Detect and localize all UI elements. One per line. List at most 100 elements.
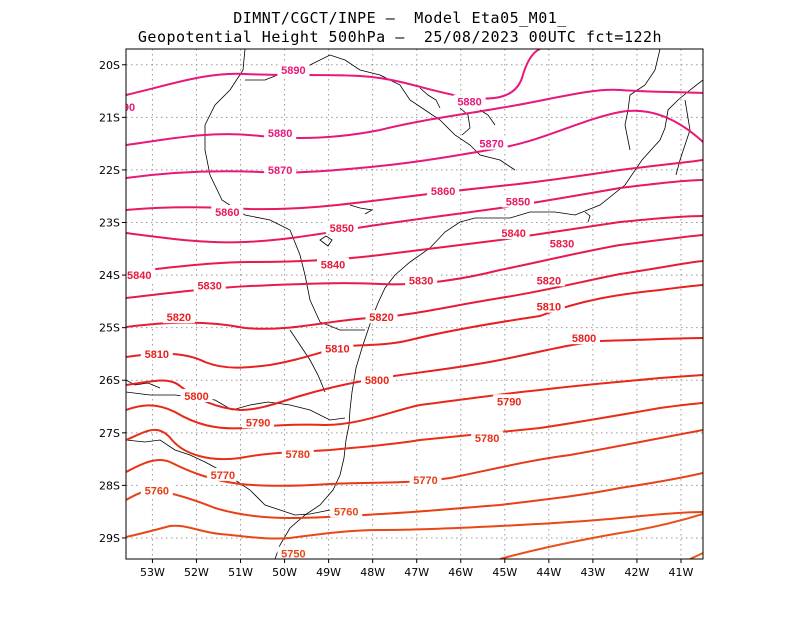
contour-label: 5830 <box>197 281 221 293</box>
reservoir-3 <box>419 87 441 109</box>
lon-tick-label: 49W <box>316 566 341 579</box>
lat-tick-label: 24S <box>99 269 120 282</box>
state-border-north <box>204 49 365 331</box>
contour-label: 5820 <box>369 312 393 324</box>
contour-label: 5820 <box>537 275 561 287</box>
contour-label-bg <box>264 126 297 140</box>
contour-label: 5850 <box>506 196 530 208</box>
contour-5840 <box>126 215 703 273</box>
bay-guanabara <box>584 211 591 223</box>
contour-label-bg <box>193 278 226 292</box>
contour-label: 5760 <box>145 486 169 498</box>
river-paraguay <box>126 379 161 389</box>
contour-label-bg <box>140 346 173 360</box>
contour-label-bg <box>361 373 394 387</box>
contour-label: 5810 <box>537 302 561 314</box>
lon-tick-label: 48W <box>360 566 385 579</box>
contour-label: 5800 <box>365 375 389 387</box>
contour-label: 5850 <box>330 223 354 235</box>
contour-label: 5820 <box>167 312 191 324</box>
contour-label-bg <box>126 99 139 113</box>
contour-label-bg <box>568 331 601 345</box>
contour-label-bg <box>140 483 173 497</box>
contour-label: 5780 <box>286 449 310 461</box>
contour-label-bg <box>502 194 535 208</box>
contour-label-bg <box>325 220 358 234</box>
contour-5880 <box>126 88 703 146</box>
contour-label: 5810 <box>325 344 349 356</box>
contour-5790 <box>126 374 703 430</box>
lon-tick-label: 46W <box>448 566 473 579</box>
state-border-east-2 <box>675 99 691 176</box>
contour-5850 <box>126 179 703 244</box>
contour-label-bg <box>277 546 310 559</box>
chart-title-line-1: DIMNT/CGCT/INPE – Model Eta05_M01_ <box>233 9 567 27</box>
contour-label-bg <box>242 415 275 429</box>
lat-tick-label: 25S <box>99 322 120 335</box>
lat-tick-label: 29S <box>99 532 120 545</box>
contour-label: 5800 <box>572 333 596 345</box>
contour-label: 5870 <box>268 165 292 177</box>
lon-tick-label: 41W <box>669 566 694 579</box>
chart-title-line-2: Geopotential Height 500hPa – 25/08/2023 … <box>137 28 663 46</box>
lon-tick-label: 53W <box>140 566 165 579</box>
contour-label-bg <box>546 236 579 250</box>
contour-label: 5790 <box>497 396 521 408</box>
reservoir-1 <box>319 235 333 247</box>
contour-label: 5860 <box>431 186 455 198</box>
coastline <box>274 79 703 559</box>
contour-label: 5840 <box>501 228 525 240</box>
contour-label-bg <box>180 389 213 403</box>
contour-label: 590 <box>117 102 135 114</box>
contour-5730-corner <box>689 552 703 559</box>
contour-label-bg <box>264 162 297 176</box>
contour-label: 5800 <box>184 391 208 403</box>
lon-tick-label: 44W <box>536 566 561 579</box>
contour-label-bg <box>281 446 314 460</box>
contour-5740 <box>499 513 703 559</box>
contour-label-bg <box>427 183 460 197</box>
state-border-parana-sc <box>289 329 326 393</box>
contour-label: 5830 <box>409 275 433 287</box>
contour-5890 <box>126 49 541 100</box>
contour-label-bg <box>321 341 354 355</box>
contour-5780 <box>126 402 703 461</box>
contour-label: 5810 <box>145 349 169 361</box>
contour-label-bg <box>277 63 310 77</box>
contour-label: 5790 <box>246 417 270 429</box>
lat-tick-label: 21S <box>99 111 120 124</box>
lon-tick-label: 52W <box>184 566 209 579</box>
reservoir-2 <box>349 204 374 215</box>
contour-5870 <box>126 109 703 179</box>
contour-label-bg <box>365 310 398 324</box>
contour-label-bg <box>211 204 244 218</box>
lat-tick-label: 28S <box>99 479 120 492</box>
contour-label-bg <box>405 273 438 287</box>
contour-label: 5760 <box>334 507 358 519</box>
contour-5810 <box>126 284 703 369</box>
map-frame <box>125 48 704 560</box>
contour-label: 5880 <box>457 97 481 109</box>
contour-label-bg <box>493 394 526 408</box>
contour-label-bg <box>317 257 350 271</box>
contour-label: 5770 <box>413 475 437 487</box>
contour-label: 5780 <box>475 433 499 445</box>
contour-label: 5750 <box>281 549 305 561</box>
contour-label: 5890 <box>281 65 305 77</box>
contour-label-bg <box>206 467 239 481</box>
contour-5750 <box>126 511 703 540</box>
lon-tick-label: 42W <box>624 566 649 579</box>
contour-label-bg <box>532 299 565 313</box>
state-border-east <box>624 49 661 151</box>
lon-tick-label: 50W <box>272 566 297 579</box>
contour-label: 5870 <box>479 139 503 151</box>
contour-label-bg <box>532 273 565 287</box>
contour-label-bg <box>162 310 195 324</box>
contour-label-bg <box>497 226 530 240</box>
contour-label: 5840 <box>127 270 151 282</box>
lat-tick-label: 26S <box>99 374 120 387</box>
contour-label-bg <box>409 473 442 487</box>
contour-labels: 5890 5880 5870 5880 5870 5860 5850 5860 5840 5850… <box>117 63 601 561</box>
contour-label: 5860 <box>215 207 239 219</box>
